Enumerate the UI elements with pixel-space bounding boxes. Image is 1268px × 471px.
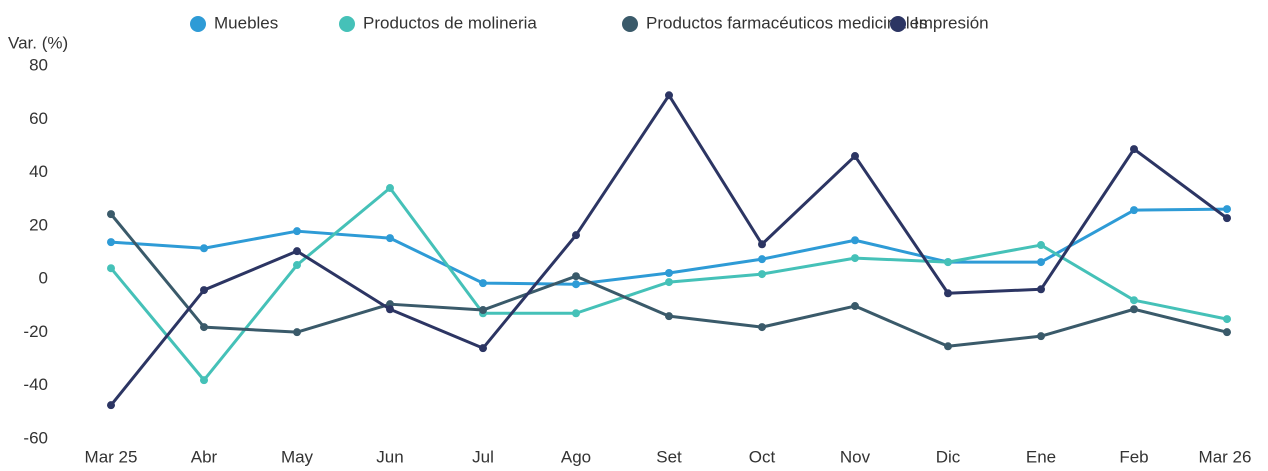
data-point	[200, 323, 208, 332]
data-point	[1037, 285, 1045, 294]
legend-marker	[190, 16, 206, 32]
data-point	[386, 305, 394, 314]
legend-marker	[339, 16, 355, 32]
data-point	[572, 309, 580, 318]
x-tick-label: Jun	[376, 447, 403, 466]
legend-marker	[622, 16, 638, 32]
x-tick-label: Set	[656, 447, 682, 466]
data-point	[1130, 305, 1138, 314]
data-point	[1130, 145, 1138, 154]
data-point	[386, 234, 394, 243]
data-point	[479, 279, 487, 288]
data-point	[572, 231, 580, 240]
data-point	[107, 238, 115, 247]
y-tick-label: 60	[29, 109, 48, 128]
data-point	[758, 255, 766, 264]
data-point	[1037, 241, 1045, 250]
x-tick-label: Dic	[936, 447, 961, 466]
legend-label: Productos farmacéuticos medicinales	[646, 13, 928, 32]
data-point	[1223, 328, 1231, 337]
data-point	[293, 328, 301, 337]
data-point	[665, 91, 673, 100]
data-point	[1223, 315, 1231, 324]
data-point	[1037, 258, 1045, 267]
y-tick-label: 0	[39, 269, 48, 288]
data-point	[200, 244, 208, 253]
data-point	[665, 312, 673, 321]
x-tick-label: Feb	[1119, 447, 1148, 466]
data-point	[665, 269, 673, 278]
data-point	[758, 240, 766, 249]
y-tick-label: -20	[23, 322, 48, 341]
x-tick-label: Jul	[472, 447, 494, 466]
data-point	[851, 152, 859, 161]
y-tick-label: 20	[29, 215, 48, 234]
x-tick-label: Ago	[561, 447, 591, 466]
data-point	[572, 272, 580, 281]
x-tick-label: Ene	[1026, 447, 1056, 466]
data-point	[479, 306, 487, 315]
y-axis-label: Var. (%)	[8, 33, 68, 52]
data-point	[944, 289, 952, 298]
data-point	[1223, 214, 1231, 223]
data-point	[1037, 332, 1045, 341]
data-point	[107, 264, 115, 273]
data-point	[665, 278, 673, 287]
y-tick-label: 80	[29, 55, 48, 74]
data-point	[851, 302, 859, 311]
data-point	[572, 280, 580, 289]
data-point	[200, 376, 208, 385]
legend-label: Impresión	[914, 13, 989, 32]
data-point	[293, 247, 301, 256]
legend-label: Muebles	[214, 13, 278, 32]
x-tick-label: Mar 25	[85, 447, 138, 466]
x-tick-label: Mar 26	[1199, 447, 1252, 466]
data-point	[1130, 206, 1138, 215]
y-tick-label: -40	[23, 375, 48, 394]
data-point	[200, 286, 208, 295]
data-point	[386, 184, 394, 193]
data-point	[944, 342, 952, 351]
data-point	[293, 227, 301, 236]
data-point	[758, 323, 766, 332]
data-point	[851, 254, 859, 263]
x-tick-label: Oct	[749, 447, 776, 466]
y-tick-label: 40	[29, 162, 48, 181]
x-tick-label: May	[281, 447, 314, 466]
data-point	[107, 210, 115, 219]
data-point	[1130, 296, 1138, 305]
data-point	[1223, 205, 1231, 214]
x-tick-label: Nov	[840, 447, 871, 466]
data-point	[758, 270, 766, 279]
data-point	[479, 344, 487, 353]
data-point	[851, 236, 859, 245]
y-tick-label: -60	[23, 428, 48, 447]
data-point	[293, 261, 301, 270]
x-tick-label: Abr	[191, 447, 218, 466]
legend-marker	[890, 16, 906, 32]
data-point	[944, 258, 952, 267]
legend-label: Productos de molineria	[363, 13, 537, 32]
data-point	[107, 401, 115, 410]
